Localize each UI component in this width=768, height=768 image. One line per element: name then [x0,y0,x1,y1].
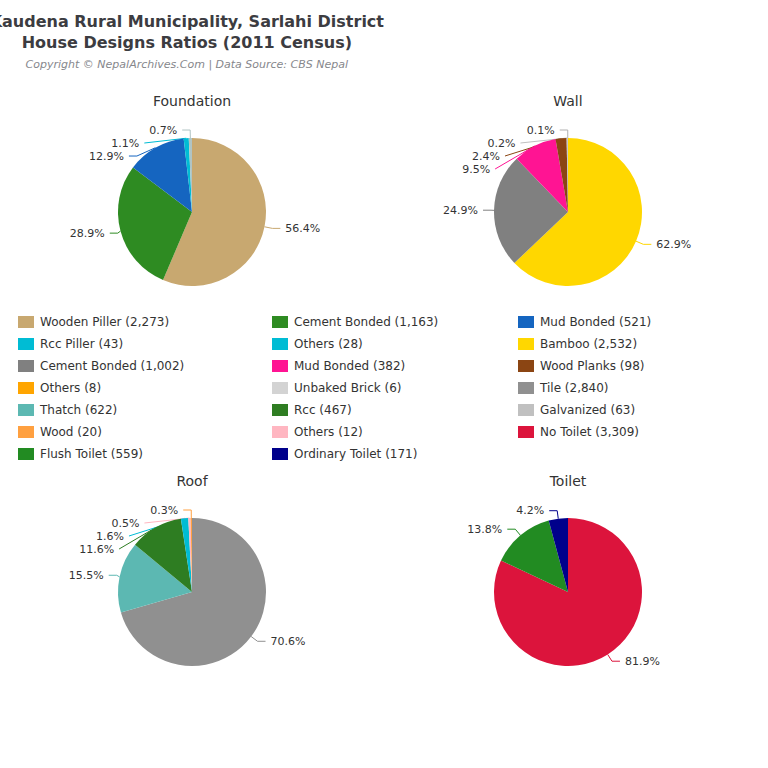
svg-text:11.6%: 11.6% [79,543,114,556]
svg-text:0.3%: 0.3% [150,504,178,517]
svg-text:Rcc (467): Rcc (467) [294,403,352,417]
svg-text:56.4%: 56.4% [285,222,320,235]
svg-text:12.9%: 12.9% [89,150,124,163]
svg-text:Unbaked Brick (6): Unbaked Brick (6) [294,381,402,395]
svg-text:15.5%: 15.5% [69,569,104,582]
svg-text:Others (28): Others (28) [294,337,363,351]
svg-text:28.9%: 28.9% [70,227,105,240]
svg-text:Mud Bonded (521): Mud Bonded (521) [540,315,651,329]
svg-text:1.1%: 1.1% [111,137,139,150]
svg-text:81.9%: 81.9% [625,655,660,668]
svg-text:Others (12): Others (12) [294,425,363,439]
svg-text:4.2%: 4.2% [516,504,544,517]
svg-text:Bamboo (2,532): Bamboo (2,532) [540,337,637,351]
svg-text:Thatch (622): Thatch (622) [39,403,117,417]
svg-text:Wooden Piller (2,273): Wooden Piller (2,273) [40,315,169,329]
svg-text:2.4%: 2.4% [472,150,500,163]
svg-text:Wood Planks (98): Wood Planks (98) [540,359,644,373]
svg-text:Others (8): Others (8) [40,381,101,395]
svg-text:9.5%: 9.5% [462,163,490,176]
svg-text:0.5%: 0.5% [111,517,139,530]
svg-text:House Designs Ratios (2011 Cen: House Designs Ratios (2011 Census) [22,33,352,52]
svg-text:0.2%: 0.2% [488,137,516,150]
svg-text:0.1%: 0.1% [527,124,555,137]
svg-text:24.9%: 24.9% [443,204,478,217]
svg-text:Ordinary Toilet (171): Ordinary Toilet (171) [294,447,417,461]
svg-text:Wood (20): Wood (20) [40,425,102,439]
svg-text:Roof: Roof [176,473,208,489]
svg-text:Mud Bonded (382): Mud Bonded (382) [294,359,405,373]
svg-text:Foundation: Foundation [153,93,231,109]
svg-text:70.6%: 70.6% [271,635,306,648]
svg-text:Tile (2,840): Tile (2,840) [539,381,609,395]
svg-text:Galvanized (63): Galvanized (63) [540,403,635,417]
svg-text:13.8%: 13.8% [467,523,502,536]
svg-text:0.7%: 0.7% [149,124,177,137]
svg-text:Copyright © NepalArchives.Com: Copyright © NepalArchives.Com | Data Sou… [26,58,348,71]
svg-text:62.9%: 62.9% [656,238,691,251]
svg-text:Toilet: Toilet [549,473,587,489]
svg-text:1.6%: 1.6% [96,530,124,543]
svg-text:Wall: Wall [553,93,582,109]
svg-text:Flush Toilet (559): Flush Toilet (559) [40,447,143,461]
svg-text:No Toilet (3,309): No Toilet (3,309) [540,425,639,439]
svg-text:Kaudena Rural Municipality, Sa: Kaudena Rural Municipality, Sarlahi Dist… [0,12,384,31]
svg-text:Cement Bonded (1,163): Cement Bonded (1,163) [294,315,438,329]
svg-text:Cement Bonded (1,002): Cement Bonded (1,002) [40,359,184,373]
svg-text:Rcc Piller (43): Rcc Piller (43) [40,337,123,351]
